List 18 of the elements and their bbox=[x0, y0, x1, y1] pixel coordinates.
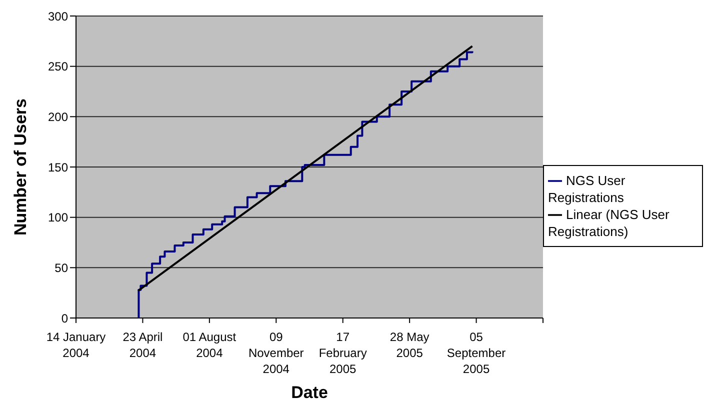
x-tick-label: 01 August 2004 bbox=[182, 330, 237, 360]
y-tick-label: 50 bbox=[54, 260, 68, 275]
x-tick-label: 23 April 2004 bbox=[122, 330, 163, 360]
y-tick-label: 150 bbox=[48, 160, 68, 174]
x-tick-label: 05 September 2005 bbox=[446, 330, 506, 376]
legend-label: Linear (NGS User Registrations) bbox=[548, 206, 670, 238]
y-tick-label: 0 bbox=[61, 311, 68, 326]
y-tick-label: 100 bbox=[48, 210, 68, 225]
y-axis-title: Number of Users bbox=[11, 98, 30, 236]
x-tick-label: 09 November 2004 bbox=[248, 330, 304, 376]
x-axis-title: Date bbox=[291, 383, 328, 402]
y-tick-label: 250 bbox=[48, 60, 68, 74]
x-tick-label: 14 January 2004 bbox=[46, 330, 106, 360]
legend-label: NGS User Registrations bbox=[548, 172, 626, 204]
y-tick-label: 200 bbox=[48, 110, 68, 124]
x-tick-label: 17 February 2005 bbox=[318, 330, 367, 376]
y-tick-label: 300 bbox=[48, 9, 68, 24]
x-tick-label: 28 May 2005 bbox=[390, 330, 430, 360]
